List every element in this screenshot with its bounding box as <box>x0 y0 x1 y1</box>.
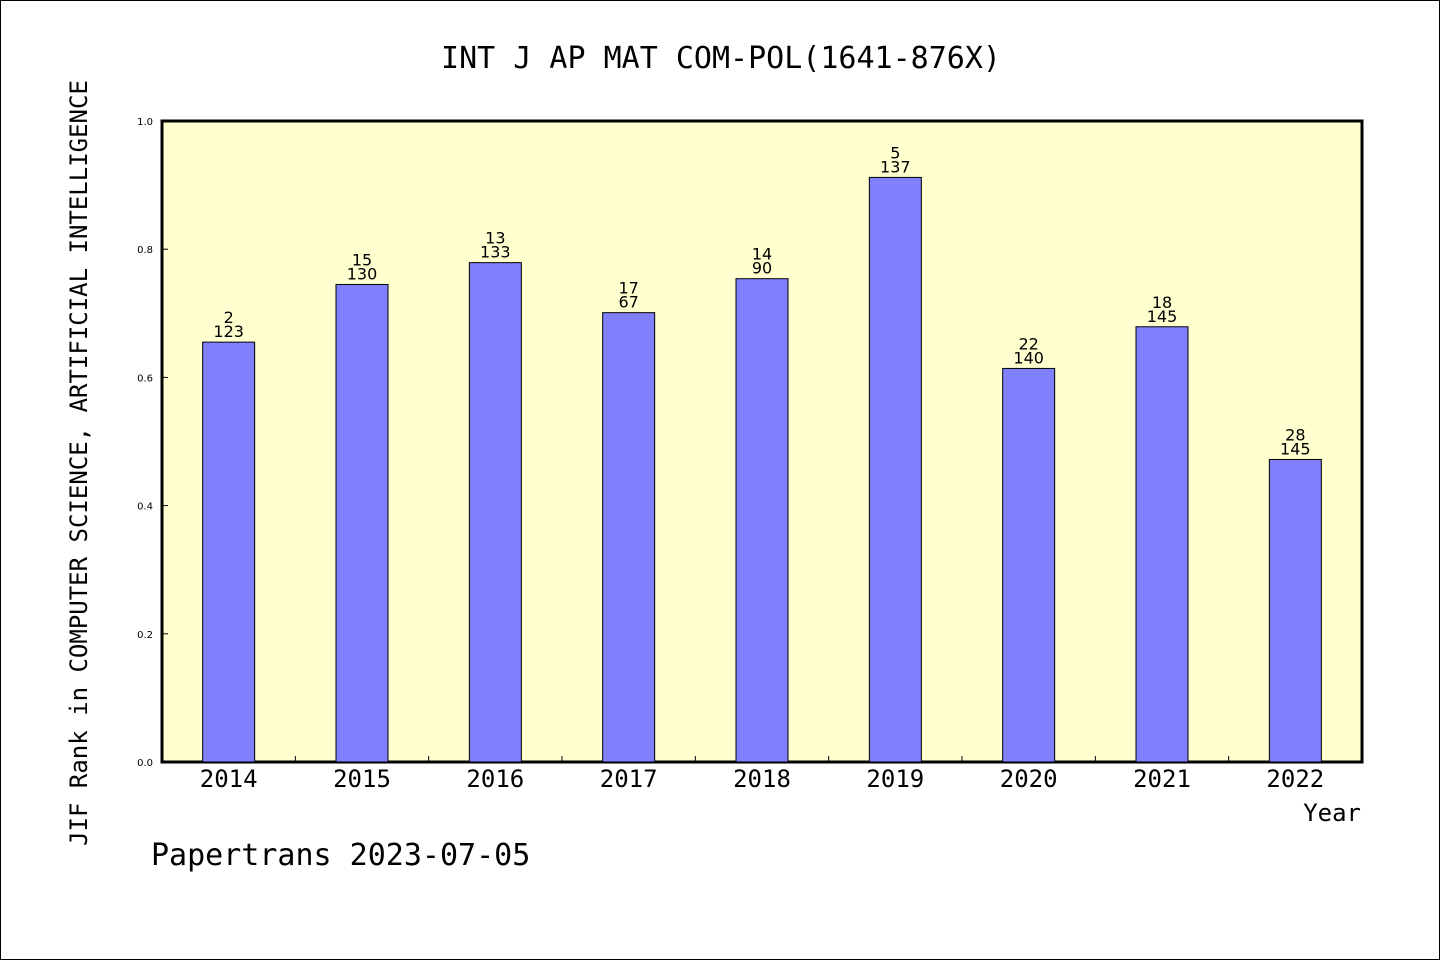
footer-stamp: Papertrans 2023-07-05 <box>151 838 530 873</box>
y-axis-ticks: 0.0 0.2 0.4 0.6 0.8 1.0 <box>137 117 168 769</box>
x-tick-label: 2018 <box>733 765 791 793</box>
x-tick-label: 2019 <box>866 765 924 793</box>
x-tick-label: 2017 <box>600 765 658 793</box>
bar-rank-label: 13 <box>485 229 505 248</box>
x-axis-ticks: 2014 2015 2016 2017 2018 2019 2020 2021 2022 <box>200 756 1324 793</box>
bar-total-label: 137 <box>880 157 911 176</box>
bar-2017 <box>602 312 656 763</box>
bar-2020 <box>1002 367 1056 763</box>
bar-total-label: 90 <box>752 259 772 278</box>
x-tick-label: 2021 <box>1133 765 1191 793</box>
bar-rank-label: 28 <box>1285 425 1305 444</box>
bar-2014 <box>202 341 256 763</box>
x-tick-label: 2022 <box>1266 765 1324 793</box>
chart-title: INT J AP MAT COM-POL(1641-876X) <box>441 41 1001 76</box>
bar-rank-label: 2 <box>224 308 234 327</box>
bar-total-label: 133 <box>480 243 511 262</box>
y-tick-label: 0.0 <box>137 758 153 769</box>
bar-2019 <box>868 176 922 763</box>
y-axis-label: JIF Rank in COMPUTER SCIENCE, ARTIFICIAL… <box>65 80 93 846</box>
x-tick-label: 2014 <box>200 765 258 793</box>
y-tick-label: 0.4 <box>137 502 153 513</box>
bar-total-label: 145 <box>1280 439 1311 458</box>
x-tick-label: 2020 <box>1000 765 1058 793</box>
bar-rank-label: 15 <box>352 250 372 269</box>
bar-rank-label: 5 <box>890 143 900 162</box>
bar-total-label: 130 <box>347 264 378 283</box>
bar-2016 <box>468 262 522 763</box>
y-tick-label: 0.2 <box>137 630 153 641</box>
y-tick-label: 0.6 <box>137 373 153 384</box>
bar-rank-label: 18 <box>1152 293 1172 312</box>
bar-rank-label: 17 <box>618 279 638 298</box>
y-tick-label: 0.8 <box>137 245 153 256</box>
bar-2018 <box>735 278 789 763</box>
bar-2022 <box>1268 458 1322 763</box>
bar-total-label: 123 <box>213 322 244 341</box>
bar-total-label: 145 <box>1147 307 1178 326</box>
bar-rank-label: 22 <box>1018 334 1038 353</box>
y-tick-label: 1.0 <box>137 117 153 128</box>
x-axis-label: Year <box>1303 799 1361 827</box>
bars-group <box>202 176 1322 763</box>
bar-total-label: 67 <box>618 293 638 312</box>
bar-2015 <box>335 283 389 763</box>
x-tick-label: 2015 <box>333 765 391 793</box>
bar-total-label: 140 <box>1013 348 1044 367</box>
bar-labels-group: 2123151301313317671490513722140181452814… <box>213 143 1310 458</box>
bar-2021 <box>1135 326 1189 763</box>
bar-rank-label: 14 <box>752 245 772 264</box>
x-tick-label: 2016 <box>466 765 524 793</box>
